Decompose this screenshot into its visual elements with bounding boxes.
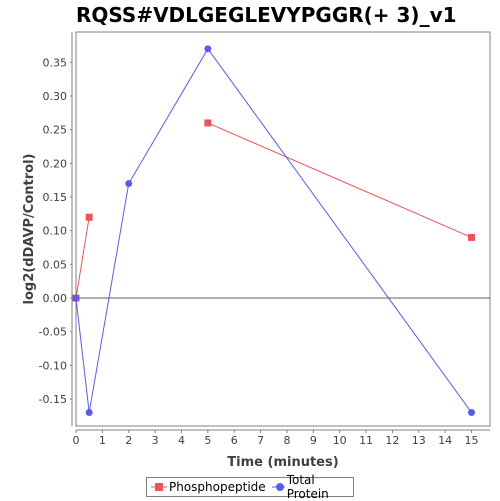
x-tick-label-4: 4 [178, 434, 185, 447]
x-tick-label-12: 12 [385, 434, 399, 447]
phosphopeptide-line-1 [207, 122, 472, 238]
x-tick-label-9: 9 [310, 434, 317, 447]
legend-symbol-phosphopeptide [151, 483, 167, 491]
y-tick-label-2: -0.05 [39, 326, 67, 339]
y-tick-label-5: 0.10 [43, 225, 68, 238]
plot-area [75, 31, 491, 427]
x-tick-label-6: 6 [231, 434, 238, 447]
x-tick-label-0: 0 [73, 434, 80, 447]
phosphopeptide-point-1 [85, 213, 93, 221]
y-tick-label-9: 0.30 [43, 90, 68, 103]
x-tick-label-1: 1 [99, 434, 106, 447]
chart-title: RQSS#VDLGEGLEVYPGGR(+ 3)_v1 [76, 3, 457, 27]
x-tick-label-8: 8 [283, 434, 290, 447]
total-protein-point-2 [125, 180, 133, 188]
legend: Phosphopeptide Total Protein [146, 473, 354, 501]
legend-item-phosphopeptide: Phosphopeptide [151, 480, 266, 494]
legend-item-total-protein: Total Protein [271, 473, 347, 501]
x-tick-label-10: 10 [333, 434, 347, 447]
y-axis-label: log2(dDAVP/Control) [22, 154, 37, 305]
y-tick-label-0: -0.15 [39, 393, 67, 406]
legend-label-phosphopeptide: Phosphopeptide [169, 480, 266, 494]
y-tick-label-4: 0.05 [43, 258, 68, 271]
y-tick-label-10: 0.35 [43, 56, 68, 69]
y-tick-label-1: -0.10 [39, 359, 67, 372]
legend-label-total-protein: Total Protein [286, 473, 329, 501]
x-tick-label-5: 5 [204, 434, 211, 447]
x-tick-label-13: 13 [412, 434, 426, 447]
x-axis-label: Time (minutes) [227, 455, 338, 470]
total-protein-point-0 [72, 294, 80, 302]
y-tick-label-3: 0.00 [43, 292, 68, 305]
x-tick-label-15: 15 [465, 434, 479, 447]
legend-symbol-total-protein [271, 483, 285, 491]
phosphopeptide-point-3 [468, 233, 476, 241]
y-tick-label-8: 0.25 [43, 124, 68, 137]
x-tick-label-3: 3 [152, 434, 159, 447]
x-tick-label-11: 11 [359, 434, 373, 447]
phosphopeptide-point-2 [204, 119, 212, 127]
x-tick-label-2: 2 [125, 434, 132, 447]
y-tick-label-7: 0.20 [43, 157, 68, 170]
x-tick-label-14: 14 [438, 434, 452, 447]
y-tick-label-6: 0.15 [43, 191, 68, 204]
x-tick-label-7: 7 [257, 434, 264, 447]
total-protein-point-1 [85, 409, 93, 417]
total-protein-point-4 [468, 409, 476, 417]
total-protein-point-3 [204, 45, 212, 53]
phosphopeptide-line-0 [75, 217, 90, 299]
